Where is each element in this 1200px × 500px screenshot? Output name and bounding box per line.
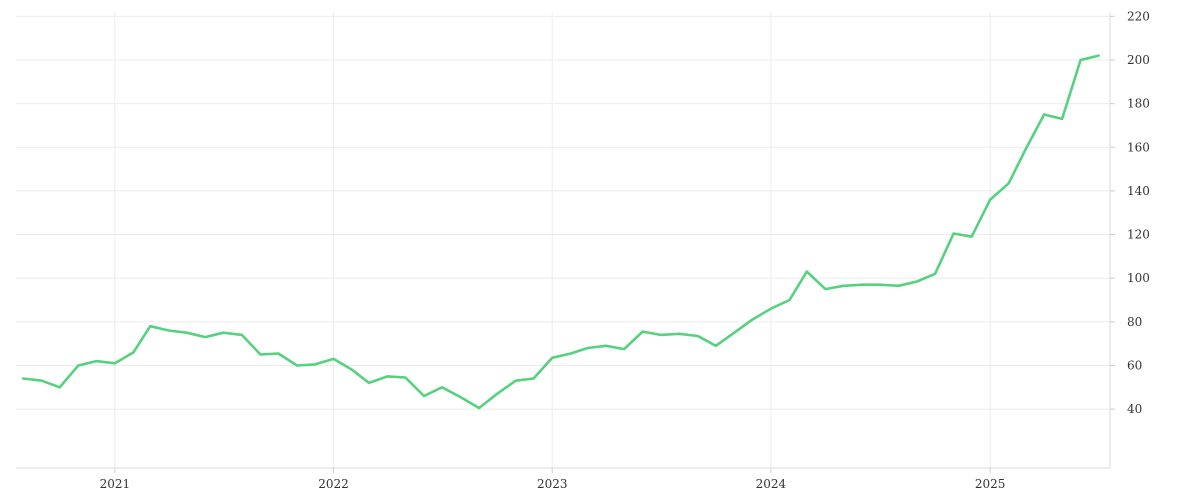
y-tick-label: 140 (1127, 184, 1150, 198)
y-tick-label: 180 (1127, 97, 1150, 111)
y-tick-label: 40 (1127, 402, 1142, 416)
grid-lines (16, 12, 1110, 468)
y-tick-label: 120 (1127, 228, 1150, 242)
series-line (21, 54, 1100, 410)
x-tick-label: 2022 (318, 477, 349, 491)
y-tick-label: 60 (1127, 358, 1142, 372)
y-tick-label: 160 (1127, 140, 1150, 154)
y-tick-label: 200 (1127, 53, 1150, 67)
y-tick-label: 220 (1127, 9, 1150, 23)
series-layer (21, 54, 1100, 410)
y-tick-label: 80 (1127, 315, 1142, 329)
x-tick-label: 2024 (756, 477, 787, 491)
axes (16, 12, 1111, 469)
x-tick-label: 2025 (975, 477, 1006, 491)
y-axis-ticks: 40 60 80 100 120 140 160 180 200 220 (1110, 9, 1150, 416)
x-axis-ticks: 2021 2022 2023 2024 2025 (100, 468, 1006, 491)
y-tick-label: 100 (1127, 271, 1150, 285)
x-tick-label: 2023 (537, 477, 568, 491)
x-tick-label: 2021 (100, 477, 131, 491)
